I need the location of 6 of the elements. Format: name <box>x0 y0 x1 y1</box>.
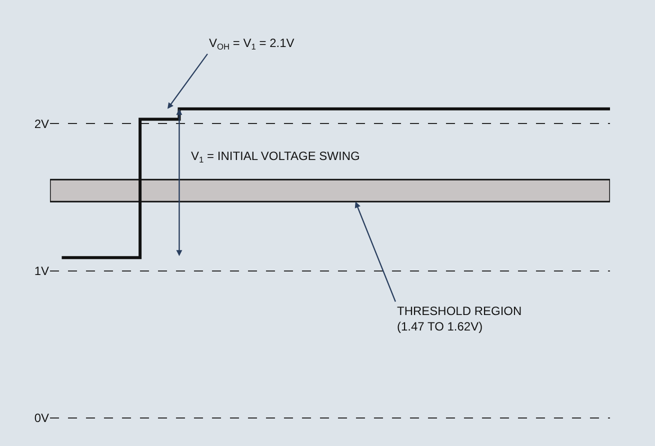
annotation: V$_{1}$ = INITIAL VOLTAGE SWING <box>191 149 360 165</box>
annotation: V$_{OH}$ = V$_{1}$ = 2.1V <box>209 36 294 52</box>
y-tick-label: 2V <box>34 116 49 131</box>
band-label: THRESHOLD REGION (1.47 TO 1.62V) <box>397 304 522 334</box>
y-tick-label: 1V <box>34 264 49 278</box>
y-tick-label: 0V <box>34 411 49 426</box>
